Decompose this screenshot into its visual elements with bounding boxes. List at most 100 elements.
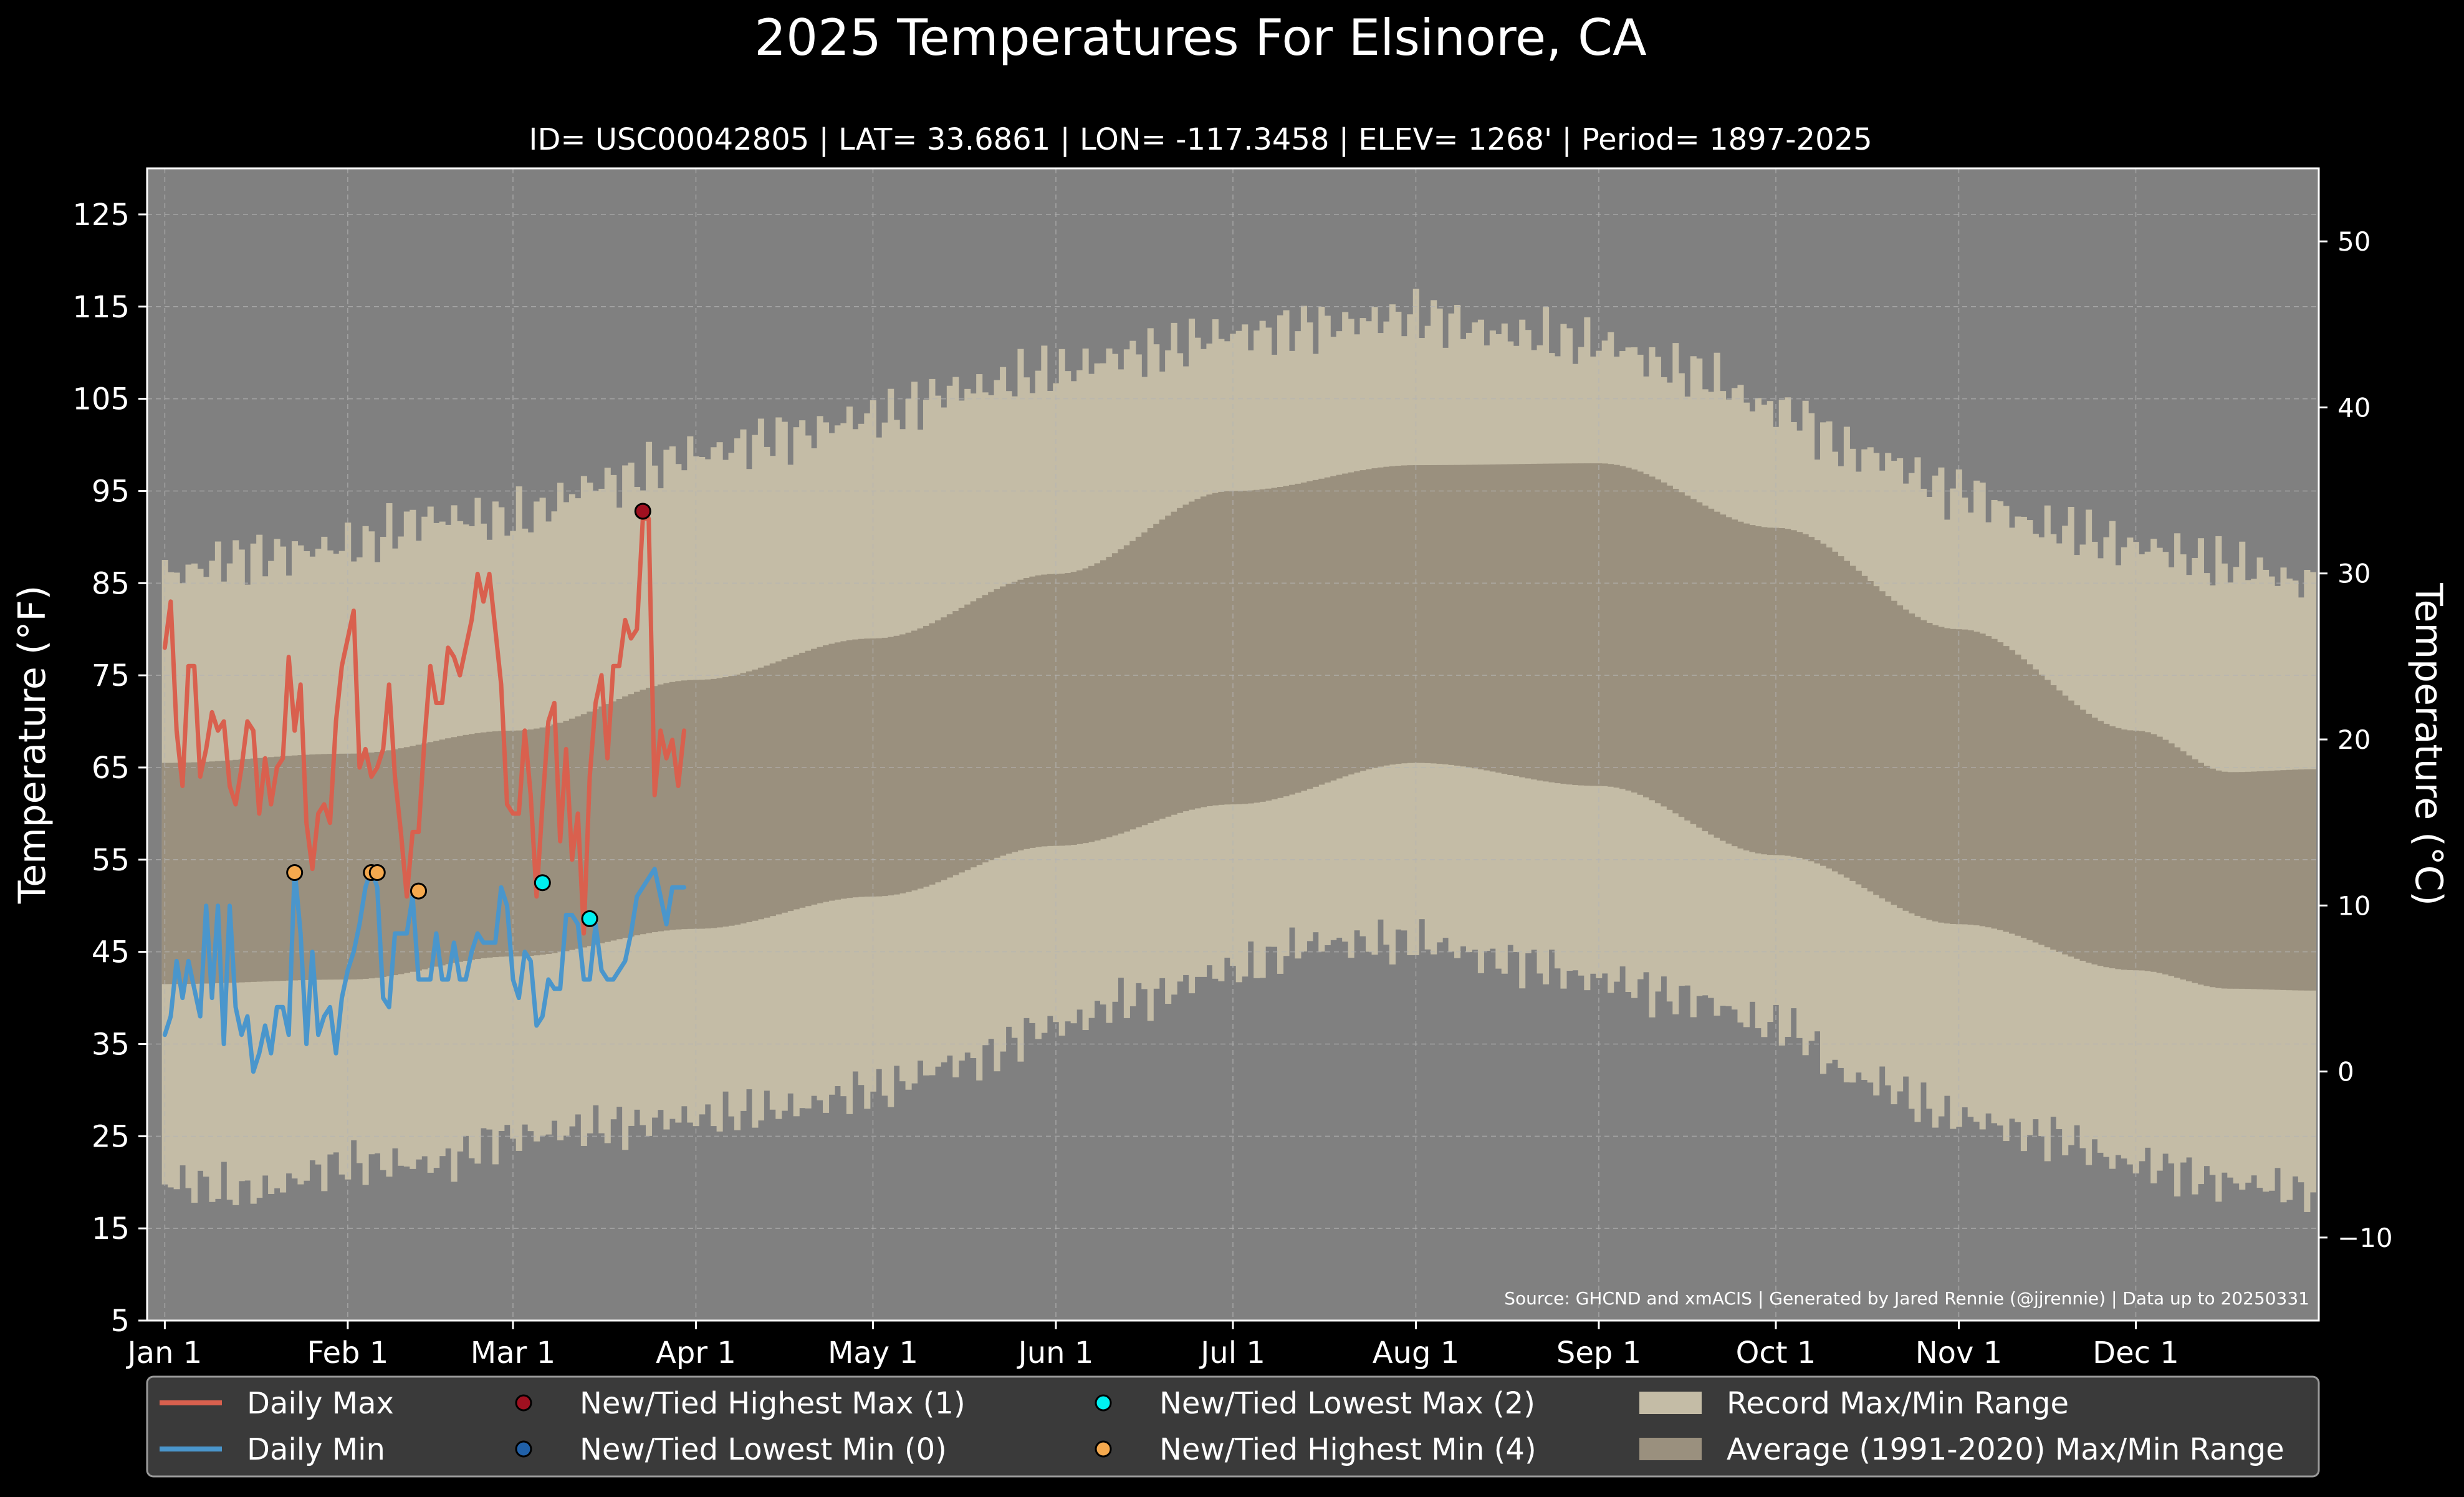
y-tick-label: 65 <box>92 751 130 786</box>
average-range-bar <box>716 678 723 928</box>
average-range-bar <box>563 721 570 951</box>
average-range-bar <box>1129 541 1136 830</box>
average-range-bar <box>740 673 747 924</box>
average-range-bar <box>1118 549 1124 834</box>
average-range-bar <box>2298 769 2304 991</box>
average-range-bar <box>1271 488 1278 800</box>
average-range-bar <box>2251 771 2258 989</box>
x-tick-label: May 1 <box>828 1336 918 1370</box>
average-range-bar <box>1029 576 1036 848</box>
x-tick-label: Jan 1 <box>126 1336 203 1370</box>
y2-tick-label: −10 <box>2337 1223 2393 1253</box>
average-range-bar <box>840 641 847 899</box>
y-axis-right: −10 0 10 20 30 40 50 <box>2319 226 2393 1253</box>
average-range-bar <box>823 645 830 902</box>
average-range-bar <box>1867 581 1874 892</box>
average-range-bar <box>976 598 983 865</box>
average-range-bar <box>1879 591 1886 898</box>
average-range-bar <box>1926 622 1933 920</box>
average-range-bar <box>905 632 912 892</box>
average-range-bar <box>2192 759 2198 983</box>
average-range-bar <box>2292 769 2299 991</box>
average-range-bar <box>1501 464 1508 774</box>
average-range-bar <box>1070 572 1077 845</box>
average-range-bar <box>1897 605 1904 908</box>
average-range-bar <box>616 698 623 940</box>
average-range-bar <box>173 763 180 984</box>
average-range-bar <box>1407 465 1414 763</box>
average-range-bar <box>280 756 287 981</box>
average-range-bar <box>704 679 711 929</box>
average-range-bar <box>828 643 835 901</box>
average-range-bar <box>2221 771 2228 989</box>
average-range-bar <box>350 753 357 980</box>
average-range-bar <box>1773 527 1780 855</box>
average-range-bar <box>209 761 216 984</box>
average-range-bar <box>357 753 363 980</box>
average-range-bar <box>1507 464 1514 775</box>
average-range-bar <box>934 620 941 883</box>
average-range-bar <box>2256 771 2263 989</box>
average-range-bar <box>2097 721 2104 966</box>
average-range-bar <box>2185 755 2193 981</box>
average-range-bar <box>1465 465 1473 768</box>
average-range-bar <box>1785 529 1791 856</box>
average-range-bar <box>380 751 387 977</box>
record-point <box>410 882 427 900</box>
average-range-bar <box>610 701 617 941</box>
average-range-bar <box>846 640 853 898</box>
average-range-bar <box>1625 468 1632 791</box>
average-range-bar <box>1442 465 1449 764</box>
average-range-bar <box>1666 485 1673 810</box>
plot-area: Source: GHCND and xmACIS | Generated by … <box>146 167 2320 1322</box>
average-range-bar <box>421 743 428 970</box>
average-range-bar <box>952 611 959 875</box>
average-range-bar <box>1843 561 1850 878</box>
record-markers <box>286 503 651 927</box>
average-range-bar <box>1431 465 1437 764</box>
average-range-bar <box>1283 486 1290 797</box>
average-range-bar <box>2020 659 2027 938</box>
average-range-bar <box>457 736 464 962</box>
average-range-bar <box>699 680 706 929</box>
average-range-bar <box>1737 521 1744 849</box>
average-range-bar <box>1619 466 1626 789</box>
average-range-bar <box>2280 770 2287 990</box>
x-tick-label: Jun 1 <box>1017 1336 1094 1370</box>
average-range-bar <box>1649 476 1656 801</box>
average-range-bar <box>1642 474 1650 797</box>
average-range-bar <box>1366 469 1373 769</box>
average-range-bar <box>1141 532 1148 826</box>
average-range-bar <box>1035 575 1042 847</box>
average-range-bar <box>805 650 812 907</box>
average-range-bar <box>433 741 440 967</box>
average-range-bar <box>1100 560 1107 839</box>
average-range-bar <box>693 680 699 929</box>
average-range-bar <box>834 642 841 900</box>
average-range-bar <box>1265 488 1272 801</box>
average-range-bar <box>2274 770 2281 990</box>
average-range-bar <box>2003 646 2010 932</box>
average-range-bar <box>1979 633 1986 927</box>
average-range-bar <box>545 726 552 955</box>
average-range-bar <box>2233 772 2240 989</box>
average-range-bar <box>2263 771 2270 989</box>
average-range-bar <box>1955 629 1962 925</box>
x-tick-label: Nov 1 <box>1915 1336 2002 1370</box>
average-range-bar <box>2074 705 2081 959</box>
y2-tick-label: 30 <box>2337 559 2371 589</box>
x-tick-label: Apr 1 <box>656 1336 736 1370</box>
average-range-bar <box>345 753 352 980</box>
average-range-bar <box>1106 557 1113 837</box>
average-range-bar <box>1088 566 1095 842</box>
average-range-bar <box>941 617 947 880</box>
average-range-bar <box>2304 769 2311 991</box>
average-range-bar <box>468 734 476 960</box>
y-tick-label: 5 <box>110 1304 130 1339</box>
average-range-bar <box>1796 532 1803 858</box>
average-range-bar <box>221 761 228 983</box>
average-range-bar <box>1295 483 1302 793</box>
y-tick-label: 35 <box>92 1027 130 1062</box>
average-range-bar <box>522 729 529 956</box>
average-range-bar <box>250 758 257 982</box>
